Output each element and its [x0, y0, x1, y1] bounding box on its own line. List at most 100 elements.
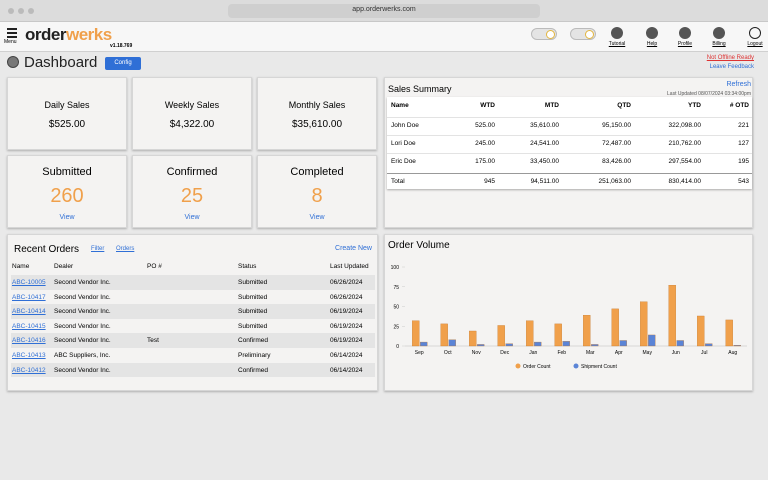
row-stripe [11, 275, 375, 290]
order-link[interactable]: ABC-10005 [12, 279, 46, 286]
logo: orderwerks [25, 25, 112, 45]
legend-label: Order Count [523, 364, 551, 370]
menu-icon [7, 36, 17, 38]
nav-icon[interactable] [611, 27, 623, 39]
summary-table: Name WTD MTD QTD YTD # OTD John Doe 525.00 35,61… [387, 97, 752, 189]
summary-cell: 251,063.00 [598, 178, 631, 185]
status-link[interactable]: View [59, 214, 75, 221]
summary-cell: 543 [738, 178, 749, 185]
summary-cell: 945 [484, 178, 495, 185]
order-cell: 06/14/2024 [330, 352, 363, 359]
x-tick-label: Dec [500, 350, 509, 356]
sales-value: $35,610.00 [291, 119, 343, 130]
status-count: 8 [311, 185, 323, 207]
status-card: Completed 8 View [257, 155, 377, 228]
bar [562, 341, 570, 347]
config-button[interactable]: Config [105, 57, 141, 70]
nav-label[interactable]: Logout [747, 41, 763, 47]
menu-label[interactable]: Menu [4, 39, 17, 45]
bar [619, 340, 627, 347]
order-cell: Confirmed [238, 366, 268, 374]
nav-label[interactable]: Tutorial [608, 41, 626, 47]
orders-header: Name [12, 263, 30, 270]
chart: 0 25 50 75 100 Sep Oct Nov Dec Jan Feb Mar Apr May Jun… [391, 265, 747, 370]
bar [420, 341, 428, 347]
summary-header: QTD [617, 102, 631, 109]
refresh-link[interactable]: Refresh [726, 81, 751, 88]
order-link[interactable]: ABC-10414 [12, 308, 46, 316]
window-dot [8, 8, 14, 14]
toggle[interactable] [531, 28, 557, 40]
x-tick-label: Oct [444, 350, 452, 356]
summary-cell: 297,554.00 [668, 158, 701, 165]
window-dot [28, 8, 34, 14]
url-text: app.orderwerks.com [352, 6, 416, 13]
nav-label[interactable]: Profile [677, 41, 693, 47]
bar [733, 345, 741, 347]
offline-link[interactable]: Not Offline Ready [706, 55, 754, 61]
summary-cell: 175.00 [475, 158, 495, 165]
bar [648, 334, 656, 347]
order-cell: Submitted [238, 293, 268, 301]
bar [640, 301, 648, 347]
status-count: 25 [180, 185, 204, 207]
toggle[interactable] [570, 28, 596, 40]
order-link[interactable]: ABC-10417 [12, 293, 46, 301]
bar [668, 285, 676, 347]
summary-header: Name [391, 102, 409, 109]
nav-label[interactable]: Help [646, 41, 658, 47]
orders-header: Last Updated [330, 263, 369, 270]
y-tick-label: 100 [391, 265, 400, 271]
order-link[interactable]: ABC-10415 [12, 322, 46, 330]
filter-link[interactable]: Filter [91, 246, 105, 252]
summary-cell: 195 [738, 158, 749, 165]
nav-icon[interactable] [749, 27, 761, 39]
x-tick-label: Jan [529, 350, 537, 356]
bar [676, 340, 684, 347]
bar [477, 344, 485, 347]
order-cell: Preliminary [238, 352, 271, 359]
nav-icon[interactable] [646, 27, 658, 39]
version: v1.18.769 [110, 43, 133, 49]
feedback-link[interactable]: Leave Feedback [709, 64, 754, 70]
toggle-knob [546, 30, 555, 39]
window-dot [18, 8, 24, 14]
x-tick-label: Mar [586, 350, 595, 356]
nav-icon[interactable] [679, 27, 691, 39]
legend-swatch [573, 363, 579, 369]
x-tick-label: Jul [701, 350, 707, 356]
nav-label[interactable]: Billing [712, 41, 726, 47]
order-link[interactable]: ABC-10416 [12, 337, 46, 345]
row-line [387, 117, 752, 118]
status-link[interactable]: View [309, 214, 325, 221]
bar [705, 343, 713, 347]
orders-link[interactable]: Orders [116, 246, 135, 252]
url-field: app.orderwerks.com [228, 4, 540, 18]
page-title: Dashboard [24, 54, 98, 71]
status-card: Submitted 260 View [7, 155, 127, 228]
order-link[interactable]: ABC-10412 [12, 366, 46, 374]
menu-icon [7, 32, 17, 34]
sales-label: Weekly Sales [164, 100, 220, 110]
summary-cell: 24,541.00 [530, 140, 559, 147]
summary-cell: 322,098.00 [668, 122, 701, 129]
order-cell: Submitted [238, 322, 268, 330]
order-cell: Second Vendor Inc. [54, 337, 111, 345]
legend-swatch [515, 363, 521, 369]
order-cell: Second Vendor Inc. [54, 366, 111, 374]
order-cell: Second Vendor Inc. [54, 293, 111, 301]
logo-part: werks [65, 25, 112, 44]
order-link[interactable]: ABC-10413 [12, 352, 46, 359]
row-line [387, 153, 752, 154]
summary-header: # OTD [729, 102, 749, 109]
y-tick-label: 25 [393, 324, 399, 330]
order-cell: 06/19/2024 [330, 322, 363, 330]
nav-icon[interactable] [713, 27, 725, 39]
bar [554, 323, 562, 347]
bar [469, 330, 477, 347]
orders-header: PO # [147, 263, 162, 270]
status-link[interactable]: View [184, 214, 200, 221]
create-link[interactable]: Create New [335, 245, 372, 252]
summary-cell: John Doe [391, 122, 419, 129]
